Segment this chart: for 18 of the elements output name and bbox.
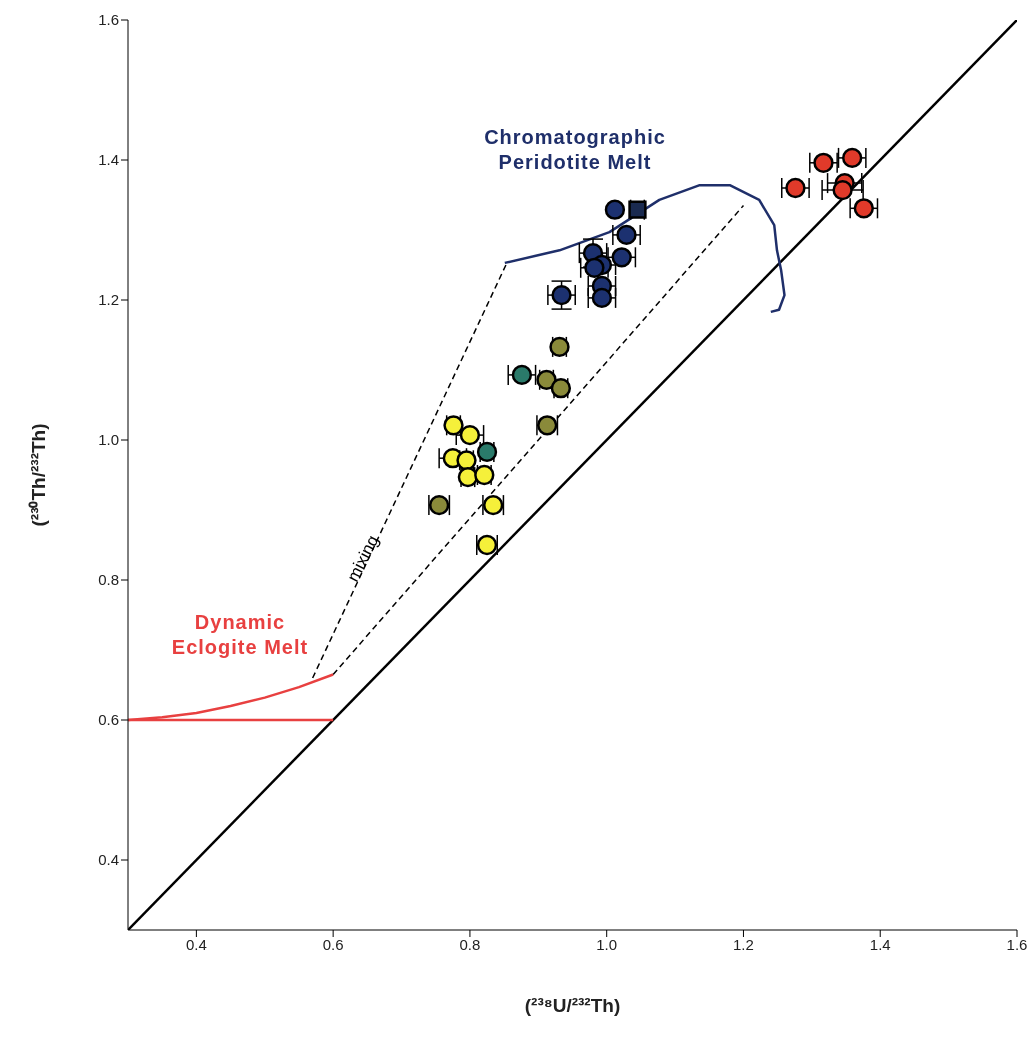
y-tick-label: 0.6 xyxy=(98,711,119,729)
x-tick-label: 1.0 xyxy=(596,935,618,953)
series-label: Dynamic Eclogite Melt xyxy=(170,610,310,660)
y-tick-label: 1.4 xyxy=(98,151,119,169)
x-tick-label: 1.4 xyxy=(869,935,891,953)
x-tick-label: 1.6 xyxy=(1006,935,1028,953)
y-tick-label: 0.8 xyxy=(98,571,119,589)
x-tick-label: 1.2 xyxy=(733,935,754,953)
x-tick-label: 0.4 xyxy=(185,935,207,953)
x-tick-label: 0.8 xyxy=(459,935,481,953)
series-label: Chromatographic Peridotite Melt xyxy=(483,125,667,175)
x-axis-title: (²³⁸U/²³²Th) xyxy=(524,995,621,1016)
y-tick-label: 1.6 xyxy=(98,11,119,29)
x-tick-label: 0.6 xyxy=(322,935,344,953)
y-tick-label: 1.0 xyxy=(98,431,119,449)
y-axis-title: (²³⁰Th/²³²Th) xyxy=(27,423,49,527)
y-tick-label: 0.4 xyxy=(98,851,119,869)
y-tick-label: 1.2 xyxy=(98,291,119,309)
